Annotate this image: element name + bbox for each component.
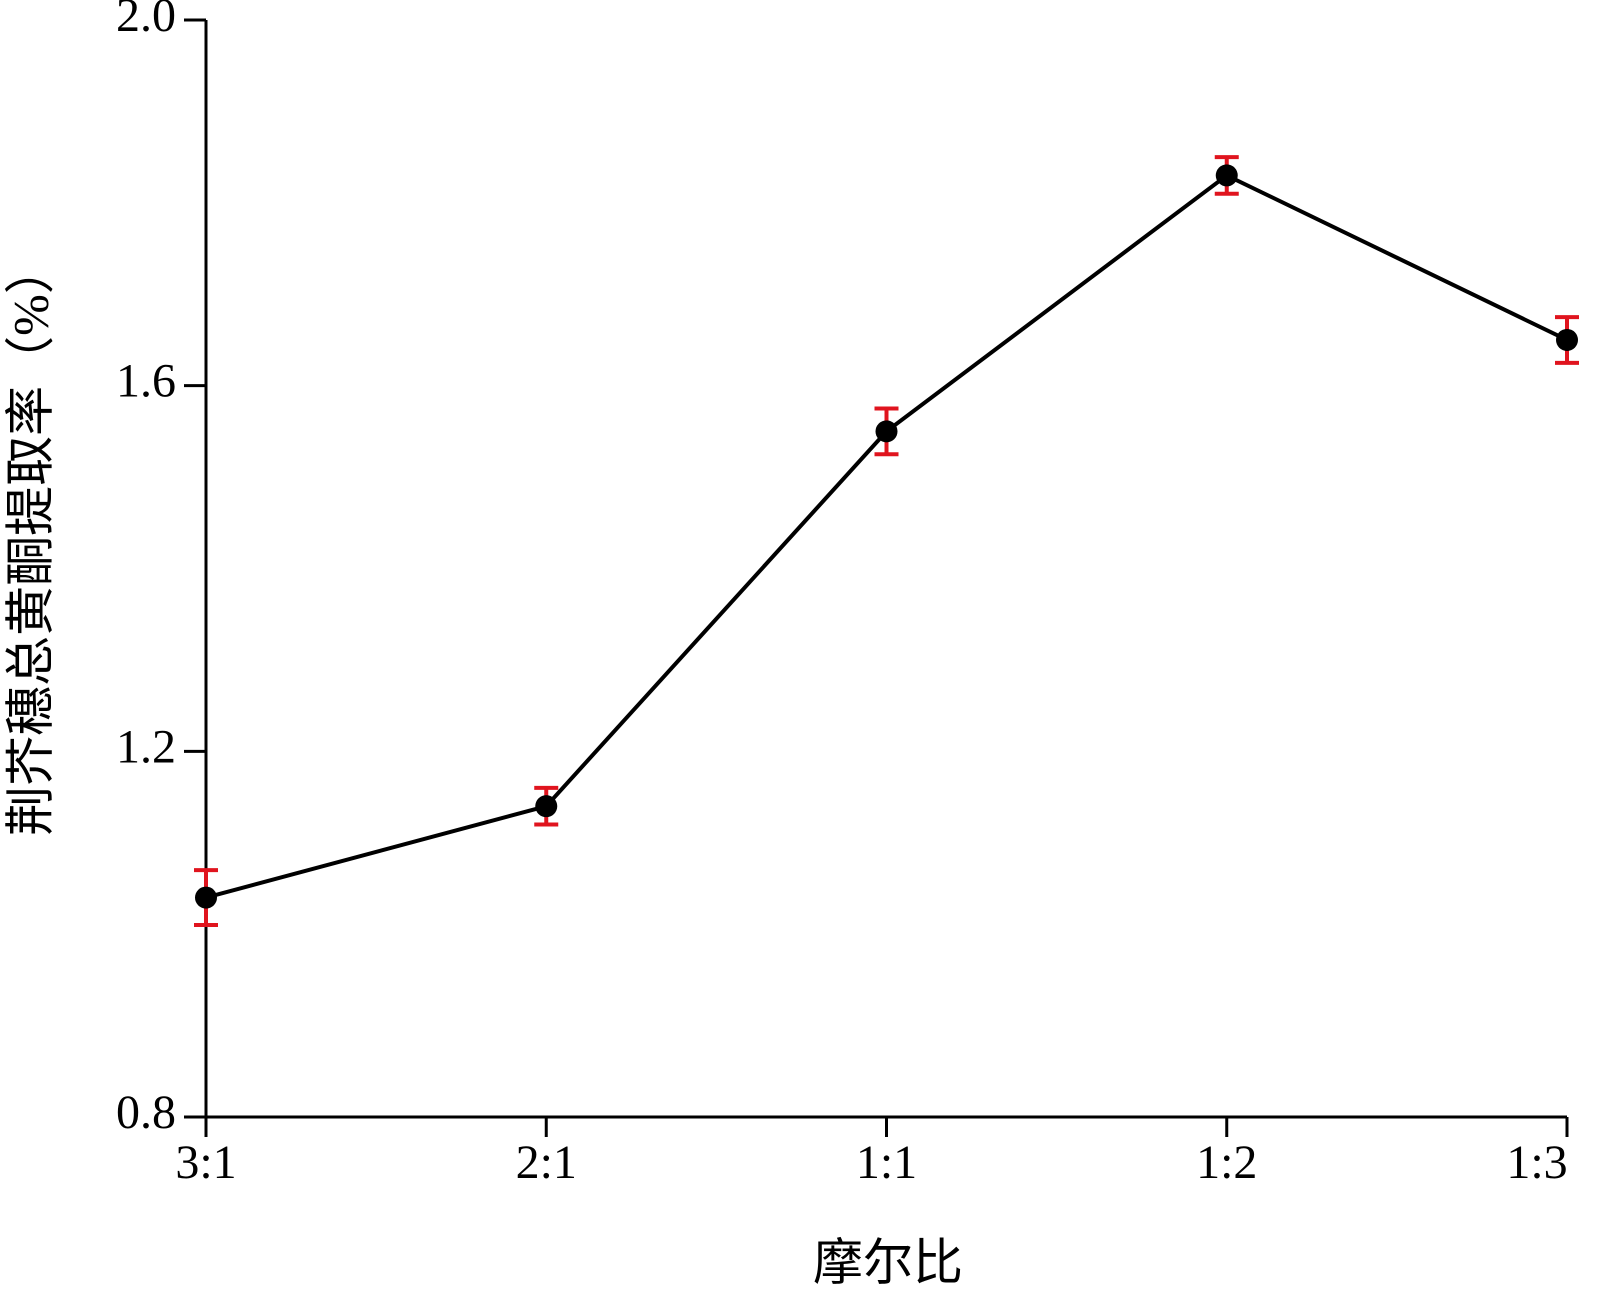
data-point	[195, 886, 217, 909]
data-point	[875, 420, 898, 443]
y-tick-label: 1.6	[116, 355, 176, 408]
x-tick-label: 1:2	[1196, 1136, 1257, 1189]
x-tick-label: 1:3	[1506, 1136, 1567, 1189]
data-point	[535, 795, 558, 818]
series-line	[205, 173, 1568, 900]
y-axis-title: 荆芥穗总黄酮提取率（%）	[2, 244, 58, 836]
y-tick-label: 2.0	[116, 0, 176, 42]
x-tick-label: 3:1	[175, 1136, 236, 1189]
y-tick-label: 0.8	[116, 1086, 176, 1139]
x-tick-label: 2:1	[516, 1136, 577, 1189]
y-tick-label: 1.2	[116, 720, 176, 773]
data-point	[1215, 164, 1238, 187]
x-axis-title: 摩尔比	[813, 1234, 963, 1290]
x-tick-label: 1:1	[856, 1136, 917, 1189]
data-point	[1556, 328, 1578, 351]
